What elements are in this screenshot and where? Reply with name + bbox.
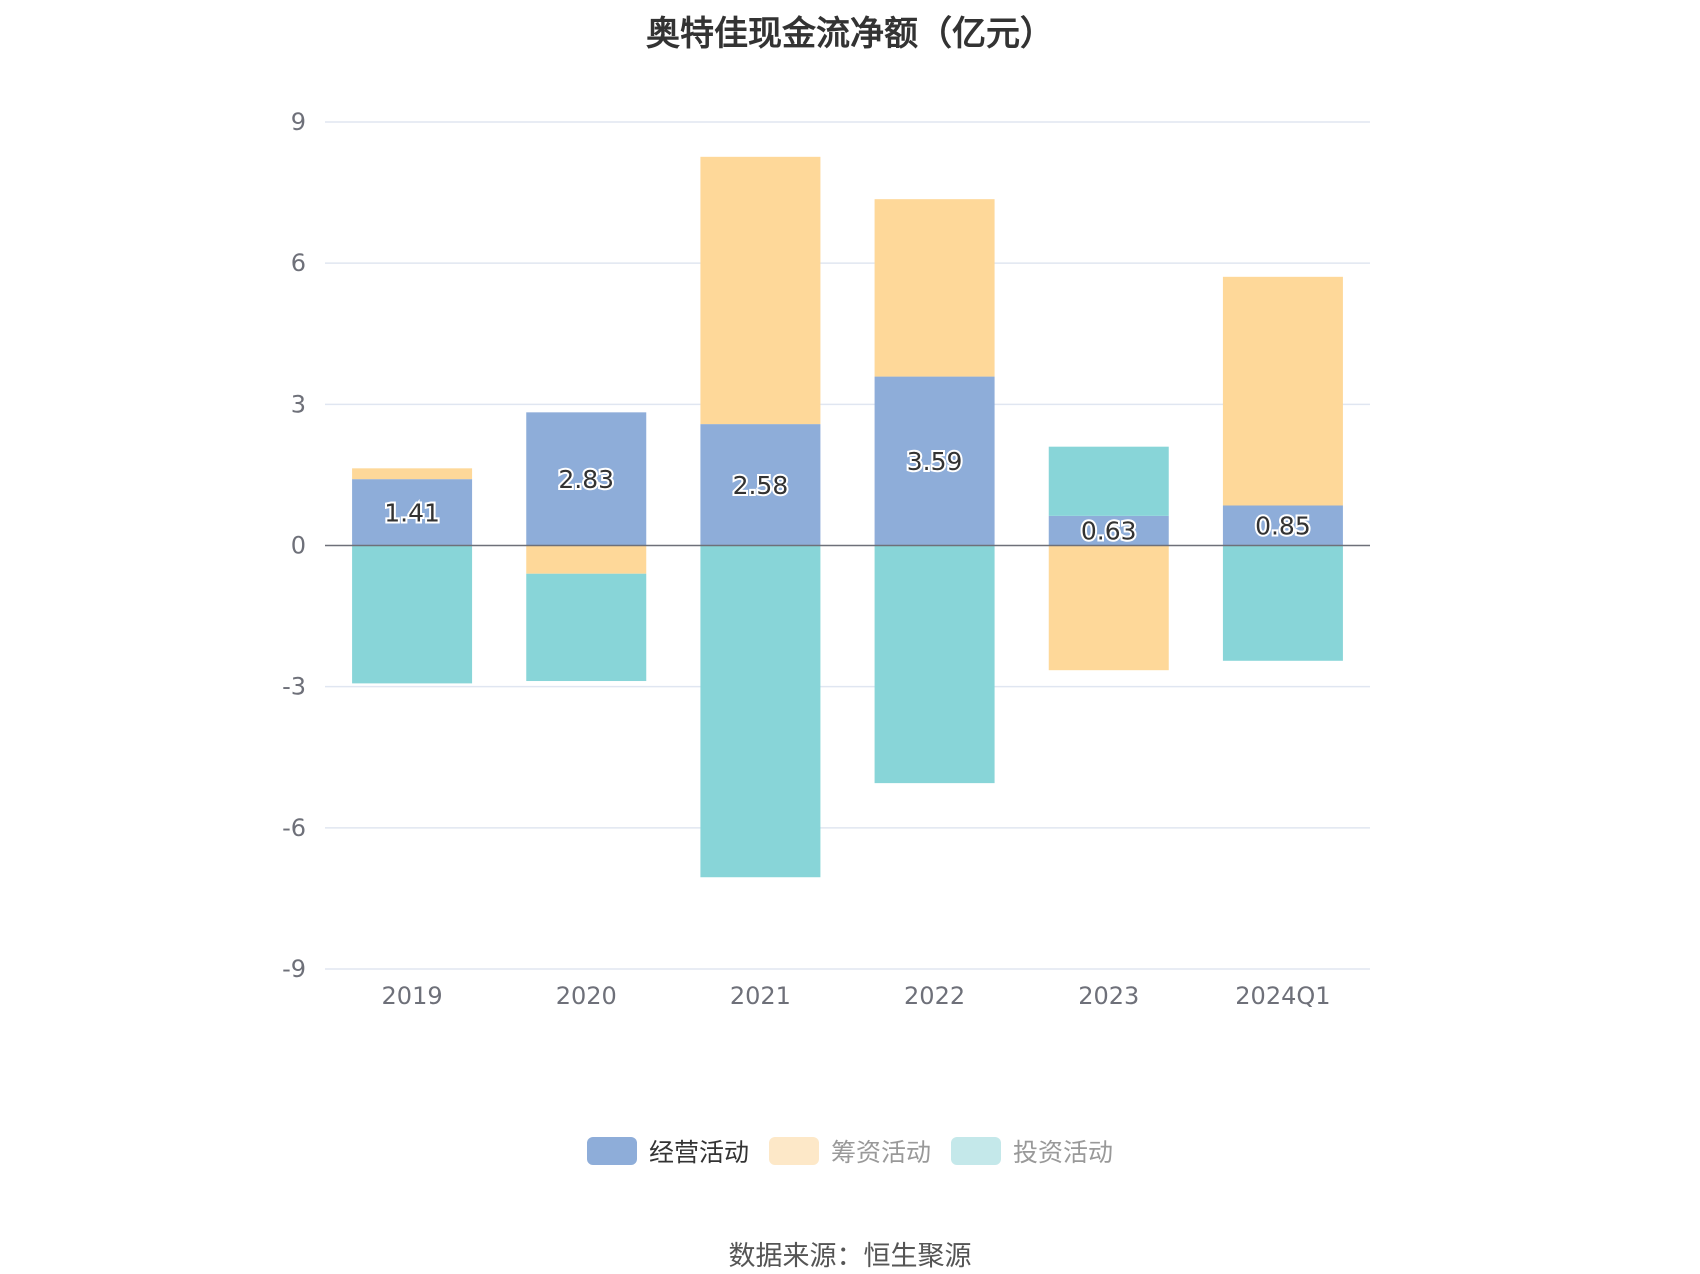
bar-投资活动-2019[interactable] [352, 545, 473, 684]
bar-筹资活动-2023[interactable] [1048, 545, 1169, 671]
bar-筹资活动-2021[interactable] [700, 156, 821, 425]
bars [352, 156, 1343, 878]
legend-item[interactable]: 经营活动 [586, 1133, 749, 1169]
bar-筹资活动-2019[interactable] [352, 468, 473, 480]
grid-lines [325, 121, 1370, 970]
bar-经营活动-2024Q1[interactable] [1222, 505, 1343, 546]
bar-经营活动-2023[interactable] [1048, 515, 1169, 546]
bar-筹资活动-2020[interactable] [526, 545, 647, 574]
legend-swatch [586, 1137, 637, 1165]
y-tick-label: 3 [291, 390, 306, 418]
data-label: 2.83 [558, 465, 614, 494]
data-label: 2.58 [733, 471, 789, 500]
bar-经营活动-2019[interactable] [352, 479, 473, 546]
data-label: 3.59 [907, 447, 963, 476]
x-tick-label: 2022 [904, 982, 965, 1010]
y-tick-label: 6 [291, 249, 306, 277]
x-tick-label: 2020 [556, 982, 617, 1010]
bar-投资活动-2023[interactable] [1048, 446, 1169, 516]
legend-item[interactable]: 投资活动 [951, 1133, 1113, 1169]
legend-label: 经营活动 [648, 1138, 749, 1167]
bar-投资活动-2021[interactable] [700, 545, 821, 878]
legend-swatch [951, 1137, 1001, 1165]
chart-title: 奥特佳现金流净额（亿元） [646, 14, 1054, 54]
y-tick-label: 0 [291, 532, 306, 560]
data-label: 0.85 [1255, 512, 1311, 541]
bar-筹资活动-2022[interactable] [874, 199, 995, 377]
legend: 经营活动 筹资活动 投资活动 [0, 1133, 1700, 1169]
legend-item[interactable]: 筹资活动 [768, 1133, 931, 1169]
legend-swatch [768, 1137, 819, 1165]
data-label: 0.63 [1081, 517, 1137, 546]
bar-经营活动-2022[interactable] [874, 376, 995, 546]
data-labels: 1.41 2.83 2.58 3.59 0.63 0.85 [382, 445, 1313, 548]
axes: 9 6 3 0 -3 -6 -9 2019 2020 2021 2022 2023 2024Q1 [282, 108, 1370, 1010]
data-source-note: 数据来源：恒生聚源 [728, 1241, 972, 1272]
bar-投资活动-2024Q1[interactable] [1222, 545, 1343, 661]
x-tick-label: 2024Q1 [1235, 982, 1330, 1010]
bar-投资活动-2020[interactable] [526, 573, 647, 682]
bar-筹资活动-2024Q1[interactable] [1222, 276, 1343, 506]
x-tick-label: 2021 [730, 982, 791, 1010]
bar-经营活动-2020[interactable] [526, 412, 647, 546]
x-tick-label: 2023 [1078, 982, 1139, 1010]
legend-label: 投资活动 [1013, 1138, 1114, 1167]
x-tick-label: 2019 [382, 982, 443, 1010]
data-label: 1.41 [384, 498, 440, 527]
y-tick-label: -6 [282, 814, 306, 842]
legend-label: 筹资活动 [830, 1138, 931, 1167]
bar-投资活动-2022[interactable] [874, 545, 995, 784]
bar-经营活动-2021[interactable] [700, 424, 821, 546]
y-tick-label: -3 [282, 673, 306, 701]
y-tick-label: -9 [282, 955, 306, 983]
y-tick-label: 9 [291, 108, 306, 136]
